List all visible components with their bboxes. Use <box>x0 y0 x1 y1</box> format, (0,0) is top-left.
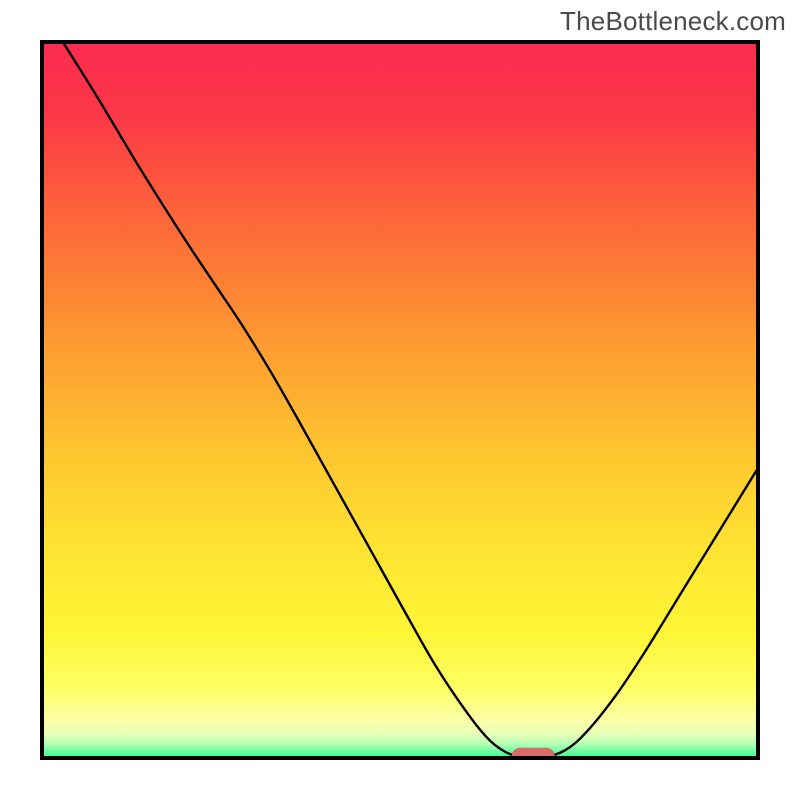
bottleneck-chart <box>40 40 760 760</box>
chart-background <box>40 40 760 760</box>
chart-svg <box>40 40 760 760</box>
watermark-text: TheBottleneck.com <box>560 6 786 37</box>
